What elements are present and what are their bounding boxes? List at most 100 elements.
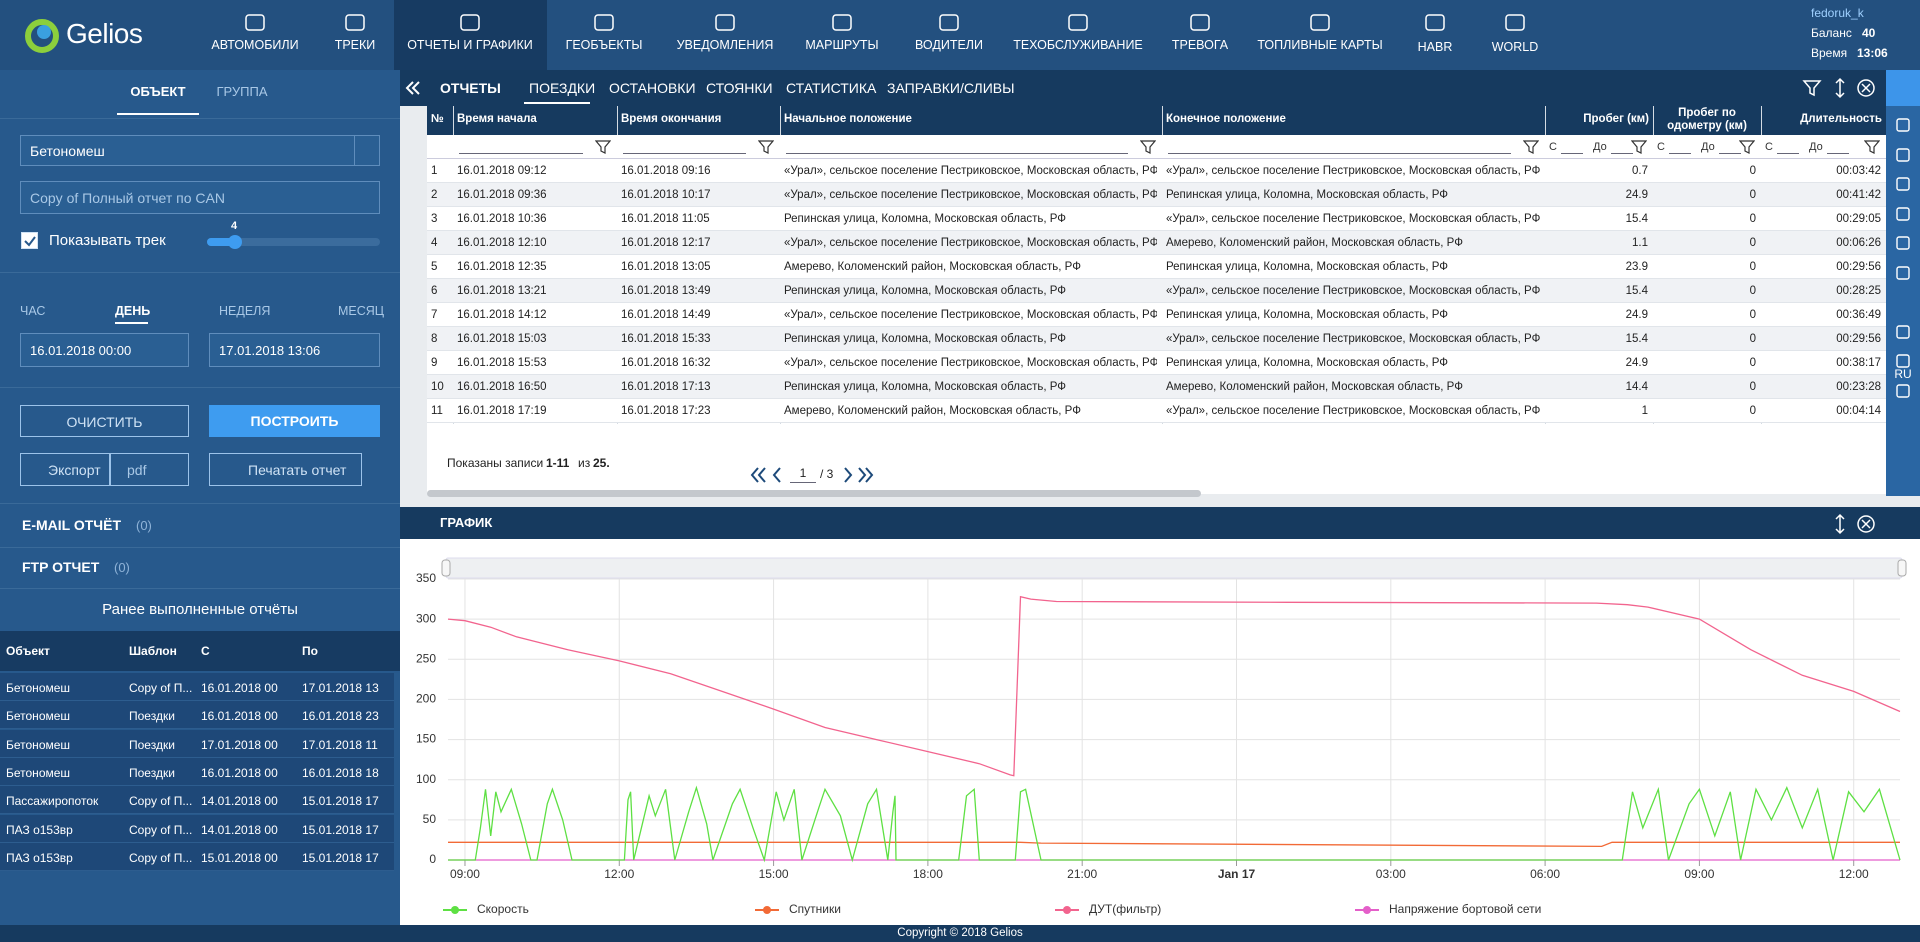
button[interactable]: ОЧИСТИТЬ	[20, 405, 189, 437]
chevrons	[407, 82, 419, 94]
table-cell: 24.9	[1549, 357, 1648, 369]
filter-input[interactable]	[459, 140, 583, 154]
history-cell: Copy of П...	[129, 794, 192, 808]
y-tick-label: 250	[416, 651, 436, 665]
button[interactable]: Экспорт	[20, 453, 110, 486]
side-icon	[1895, 117, 1911, 133]
filter-input[interactable]	[1827, 140, 1849, 154]
tab-underline	[117, 113, 199, 115]
nav-item[interactable]: WORLD	[1425, 40, 1605, 54]
legend-label: Скорость	[477, 902, 529, 916]
legend-label: Напряжение бортовой сети	[1389, 902, 1541, 916]
filter-input[interactable]	[1777, 140, 1799, 154]
report-tab[interactable]: ОСТАНОВКИ	[609, 80, 696, 96]
tab[interactable]: ГРУППА	[190, 84, 294, 99]
date-input[interactable]: 17.01.2018 13:06	[209, 333, 380, 367]
history-cell: Бетономеш	[6, 709, 70, 723]
user[interactable]: fedoruk_k	[1811, 6, 1864, 20]
filter-to: До	[1701, 141, 1715, 153]
series-line	[448, 788, 1900, 860]
nav-handle	[1898, 560, 1906, 576]
history-cell: 16.01.2018 18	[302, 766, 379, 780]
table-cell: 24.9	[1549, 189, 1648, 201]
table-cell: 16.01.2018 09:36	[457, 189, 612, 201]
history-cell: 15.01.2018 17	[302, 851, 379, 865]
table-cell: 16.01.2018 16:50	[457, 381, 612, 393]
nav-icon	[243, 12, 267, 34]
page-input[interactable]: 1	[790, 466, 816, 483]
table-cell: 00:03:42	[1765, 165, 1881, 177]
balance: 40	[1862, 26, 1875, 40]
filter-input[interactable]	[623, 140, 746, 154]
table-cell: 16.01.2018 10:17	[621, 189, 775, 201]
table-cell: Амерево, Коломенский район, Московская о…	[784, 405, 1157, 417]
table-cell: 00:29:56	[1765, 333, 1881, 345]
accordion[interactable]: E-MAIL ОТЧЁТ	[22, 517, 121, 533]
checkbox-label: Показывать трек	[49, 232, 166, 249]
filter-input[interactable]	[1168, 140, 1511, 154]
select[interactable]: Бетономеш	[20, 135, 380, 166]
table-cell: 0	[1657, 213, 1756, 225]
history-cell: 16.01.2018 00	[201, 709, 278, 723]
filter-input[interactable]	[1611, 140, 1633, 154]
table-cell: 16.01.2018 15:53	[457, 357, 612, 369]
legend-marker	[1363, 906, 1371, 914]
filter-icon	[1140, 140, 1156, 154]
balance-label: Баланс	[1811, 26, 1852, 40]
table-cell: 16.01.2018 13:21	[457, 285, 612, 297]
table-cell: 00:29:56	[1765, 261, 1881, 273]
last-page	[859, 468, 872, 482]
table-cell: 16.01.2018 12:35	[457, 261, 612, 273]
button[interactable]: ПОСТРОИТЬ	[209, 405, 380, 437]
history-head: С	[201, 644, 210, 658]
table-header: Начальное положение	[784, 113, 1158, 126]
filter-input[interactable]	[1561, 140, 1583, 154]
accordion[interactable]: FTP ОТЧЕТ	[22, 559, 99, 575]
date-input[interactable]: 16.01.2018 00:00	[20, 333, 189, 367]
report-tab[interactable]: СТОЯНКИ	[706, 80, 773, 96]
table-cell: Амерево, Коломенский район, Московская о…	[1166, 237, 1540, 249]
filter-input[interactable]	[1719, 140, 1741, 154]
nav-icon-shape	[940, 15, 958, 30]
nav-icon-shape	[1191, 15, 1209, 30]
history-cell: Поездки	[129, 709, 175, 723]
button[interactable]: Печатать отчет	[209, 453, 362, 486]
table-cell: Репинская улица, Коломна, Московская обл…	[1166, 189, 1540, 201]
pager-total: 25.	[593, 456, 610, 470]
logo-icon	[22, 12, 62, 56]
scrollbar[interactable]	[427, 490, 1201, 497]
nav-icon-shape	[1506, 15, 1524, 30]
period[interactable]: МЕСЯЦ	[338, 304, 384, 318]
period[interactable]: ЧАС	[20, 304, 45, 318]
right-bar	[1886, 70, 1920, 496]
report-tab[interactable]: СТАТИСТИКА	[786, 80, 876, 96]
period[interactable]: НЕДЕЛЯ	[219, 304, 270, 318]
filter-input[interactable]	[786, 140, 1128, 154]
table-cell: 00:36:49	[1765, 309, 1881, 321]
filter-shape	[1740, 141, 1754, 153]
series-line	[448, 597, 1900, 776]
close-x	[1862, 520, 1870, 528]
lang[interactable]: RU	[1886, 367, 1920, 381]
divider	[0, 588, 400, 589]
select[interactable]: pdf	[110, 453, 189, 486]
period[interactable]: ДЕНЬ	[115, 304, 150, 318]
filter-icon	[1523, 140, 1539, 154]
y-tick-label: 0	[429, 852, 436, 866]
table-cell: Репинская улица, Коломна, Московская обл…	[1166, 309, 1540, 321]
nav-icon-shape	[1311, 15, 1329, 30]
report-tab[interactable]: ПОЕЗДКИ	[529, 80, 595, 96]
slider-handle[interactable]	[228, 235, 242, 249]
history-cell: 15.01.2018 17	[302, 823, 379, 837]
toolbar-icons	[1800, 76, 1880, 100]
history-cell: Copy of П...	[129, 851, 192, 865]
select[interactable]: Copy of Полный отчет по CAN	[20, 181, 380, 214]
table-cell: Репинская улица, Коломна, Московская обл…	[784, 333, 1157, 345]
table-header: Длительность	[1765, 113, 1882, 126]
filter-input[interactable]	[1669, 140, 1691, 154]
x-tick-label: 15:00	[759, 867, 789, 881]
table-cell: 16.01.2018 14:12	[457, 309, 612, 321]
section-title: Ранее выполненные отчёты	[0, 601, 400, 618]
report-tab[interactable]: ЗАПРАВКИ/СЛИВЫ	[887, 80, 1015, 96]
report-tab[interactable]: ОТЧЕТЫ	[440, 80, 501, 96]
